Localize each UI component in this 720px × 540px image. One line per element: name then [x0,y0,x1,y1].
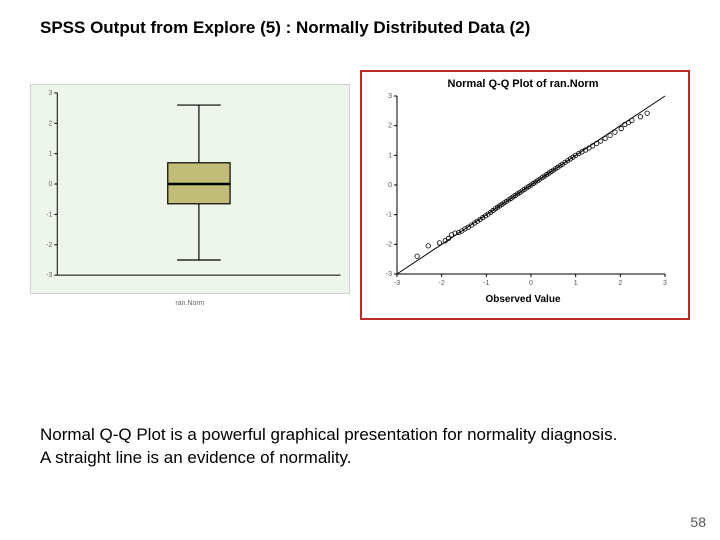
svg-text:-2: -2 [46,242,52,249]
boxplot-xlabel: ran.Norm [175,300,204,307]
svg-text:-1: -1 [386,212,392,219]
svg-text:0: 0 [48,181,52,188]
qq-plot-area: -3 -2 -1 0 1 2 3 -3 -2 -1 0 1 2 3 [368,92,678,292]
caption-line1: Normal Q-Q Plot is a powerful graphical … [40,425,617,444]
svg-text:2: 2 [388,123,392,130]
svg-text:1: 1 [388,152,392,159]
chart-row: -3 -2 -1 0 1 2 3 ran.Norm Normal Q-Q Plot of r… [30,70,690,320]
svg-text:1: 1 [48,151,52,158]
caption-line2: A straight line is an evidence of normal… [40,448,352,467]
qq-title: Normal Q-Q Plot of ran.Norm [368,78,678,90]
svg-text:3: 3 [388,93,392,100]
svg-text:-1: -1 [483,280,489,287]
svg-text:2: 2 [618,280,622,287]
svg-text:1: 1 [574,280,578,287]
boxplot-chart: -3 -2 -1 0 1 2 3 [31,85,349,293]
svg-text:3: 3 [663,280,667,287]
qq-xlabel: Observed Value [368,294,678,305]
svg-text:3: 3 [48,90,52,97]
svg-text:-2: -2 [386,241,392,248]
svg-text:-3: -3 [46,272,52,279]
svg-text:-1: -1 [46,211,52,218]
svg-text:0: 0 [388,182,392,189]
svg-text:-2: -2 [439,280,445,287]
svg-text:-3: -3 [386,271,392,278]
caption: Normal Q-Q Plot is a powerful graphical … [40,424,690,470]
boxplot-panel: -3-2-10123 ran.Norm [30,84,350,294]
svg-text:0: 0 [529,280,533,287]
qq-chart: -3 -2 -1 0 1 2 3 -3 -2 -1 0 1 2 3 [368,92,678,292]
svg-text:-3: -3 [394,280,400,287]
slide-title: SPSS Output from Explore (5) : Normally … [40,18,530,38]
qq-panel: Normal Q-Q Plot of ran.Norm -3-2-10123-3… [360,70,690,320]
page-number: 58 [690,514,706,530]
svg-text:2: 2 [48,120,52,127]
